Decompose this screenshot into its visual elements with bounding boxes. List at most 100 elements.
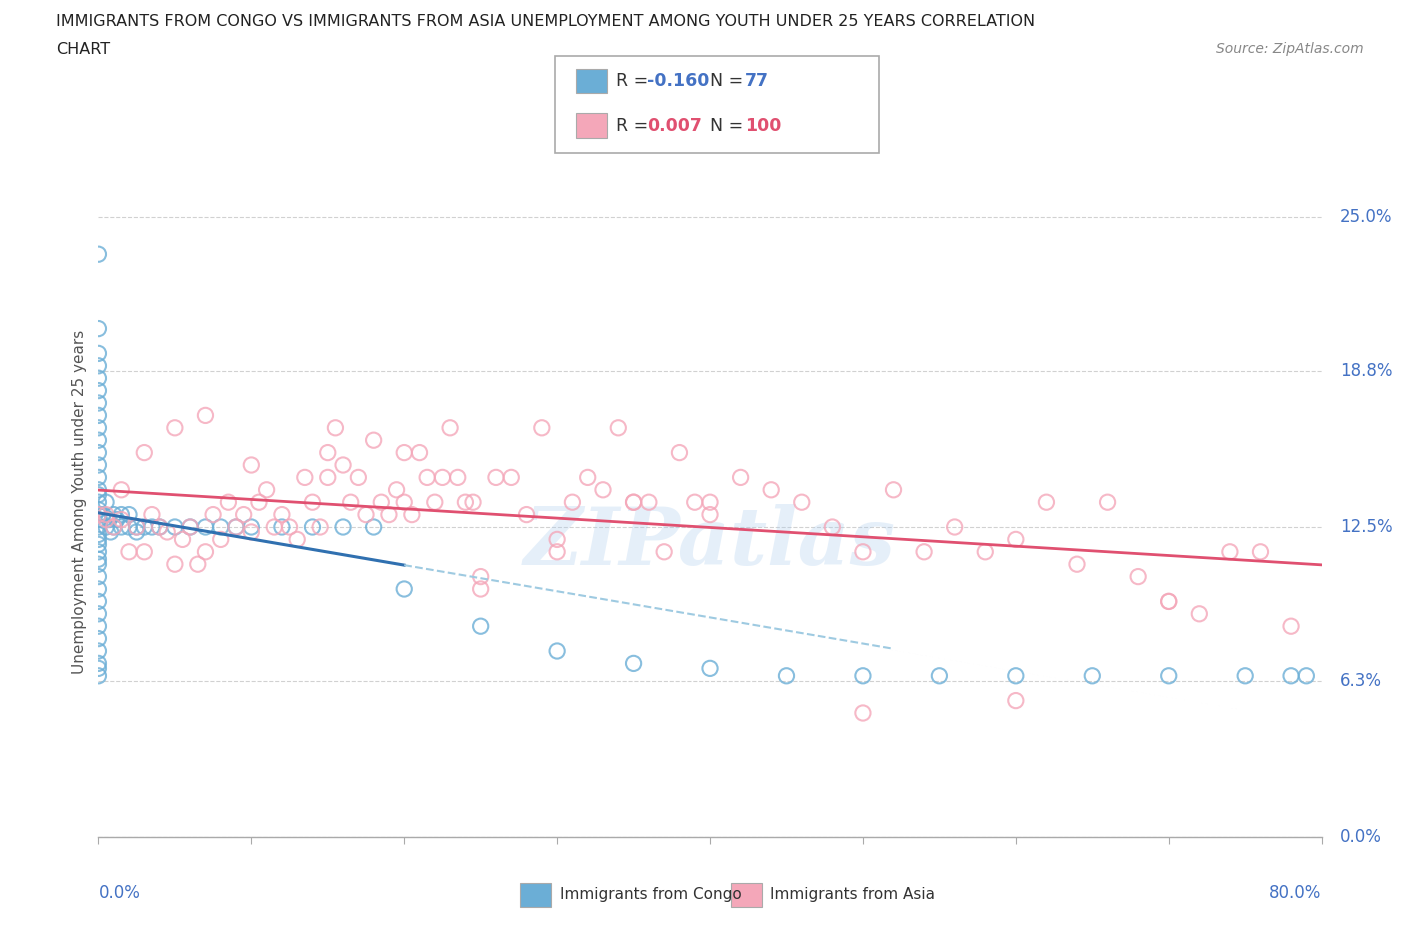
Point <box>87 581 110 596</box>
Point <box>202 507 225 522</box>
Point <box>683 495 706 510</box>
Point <box>100 525 122 539</box>
Point <box>87 246 110 261</box>
Point <box>87 507 110 522</box>
Point <box>125 520 148 535</box>
Point <box>87 483 110 498</box>
Point <box>87 606 110 621</box>
Point <box>118 507 141 522</box>
Point <box>87 669 110 684</box>
Point <box>87 520 110 535</box>
Point <box>87 551 110 566</box>
Point <box>187 557 209 572</box>
Point <box>134 520 156 535</box>
Point <box>87 557 110 572</box>
Point <box>163 557 186 572</box>
Point <box>105 512 128 527</box>
Point <box>294 470 316 485</box>
Point <box>546 544 568 559</box>
Point <box>447 470 470 485</box>
Point <box>461 495 484 510</box>
Point <box>1234 669 1257 684</box>
Point <box>118 520 141 535</box>
Point <box>209 532 232 547</box>
Point <box>87 594 110 609</box>
Point <box>1004 669 1026 684</box>
Point <box>501 470 523 485</box>
Text: 100: 100 <box>745 116 782 135</box>
Point <box>1157 594 1180 609</box>
Point <box>1097 495 1119 510</box>
Point <box>87 631 110 646</box>
Point <box>110 520 132 535</box>
Point <box>87 507 110 522</box>
Point <box>179 520 201 535</box>
Point <box>134 445 156 460</box>
Point <box>668 445 690 460</box>
Point <box>194 520 217 535</box>
Point <box>87 383 110 398</box>
Point <box>1066 557 1088 572</box>
Text: Immigrants from Asia: Immigrants from Asia <box>770 887 935 902</box>
Text: ZIPatlas: ZIPatlas <box>524 504 896 581</box>
Point <box>1279 618 1302 633</box>
Point <box>240 458 263 472</box>
Text: R =: R = <box>616 72 654 90</box>
Point <box>240 520 263 535</box>
Point <box>1188 606 1211 621</box>
Point <box>87 420 110 435</box>
Point <box>623 656 645 671</box>
Point <box>247 495 270 510</box>
Point <box>270 520 294 535</box>
Point <box>699 495 721 510</box>
Point <box>149 520 172 535</box>
Point <box>325 420 347 435</box>
Point <box>149 520 172 535</box>
Point <box>270 507 294 522</box>
Point <box>363 520 385 535</box>
Point <box>592 483 614 498</box>
Point <box>775 669 797 684</box>
Text: N =: N = <box>710 116 749 135</box>
Point <box>94 495 117 510</box>
Point <box>87 644 110 658</box>
Point <box>385 483 408 498</box>
Point <box>485 470 508 485</box>
Point <box>194 544 217 559</box>
Point <box>118 544 141 559</box>
Point <box>87 432 110 447</box>
Point <box>125 520 148 535</box>
Point <box>103 507 125 522</box>
Point <box>408 445 430 460</box>
Point <box>91 507 114 522</box>
Point <box>1295 669 1317 684</box>
Text: -0.160: -0.160 <box>647 72 709 90</box>
Point <box>301 520 323 535</box>
Point <box>546 644 568 658</box>
Point <box>225 520 247 535</box>
Point <box>94 512 117 527</box>
Point <box>309 520 332 535</box>
Point <box>87 470 110 485</box>
Point <box>1157 669 1180 684</box>
Point <box>761 483 783 498</box>
Text: 0.007: 0.007 <box>647 116 702 135</box>
Point <box>194 408 217 423</box>
Point <box>87 512 110 527</box>
Point <box>87 495 110 510</box>
Point <box>141 507 163 522</box>
Point <box>530 420 553 435</box>
Point <box>87 502 110 517</box>
Point <box>87 408 110 423</box>
Text: 80.0%: 80.0% <box>1270 884 1322 902</box>
Point <box>87 544 110 559</box>
Text: Source: ZipAtlas.com: Source: ZipAtlas.com <box>1216 42 1364 56</box>
Point <box>301 495 323 510</box>
Point <box>378 507 401 522</box>
Point <box>607 420 630 435</box>
Point <box>561 495 583 510</box>
Point <box>87 532 110 547</box>
Point <box>652 544 675 559</box>
Point <box>943 520 966 535</box>
Point <box>87 661 110 676</box>
